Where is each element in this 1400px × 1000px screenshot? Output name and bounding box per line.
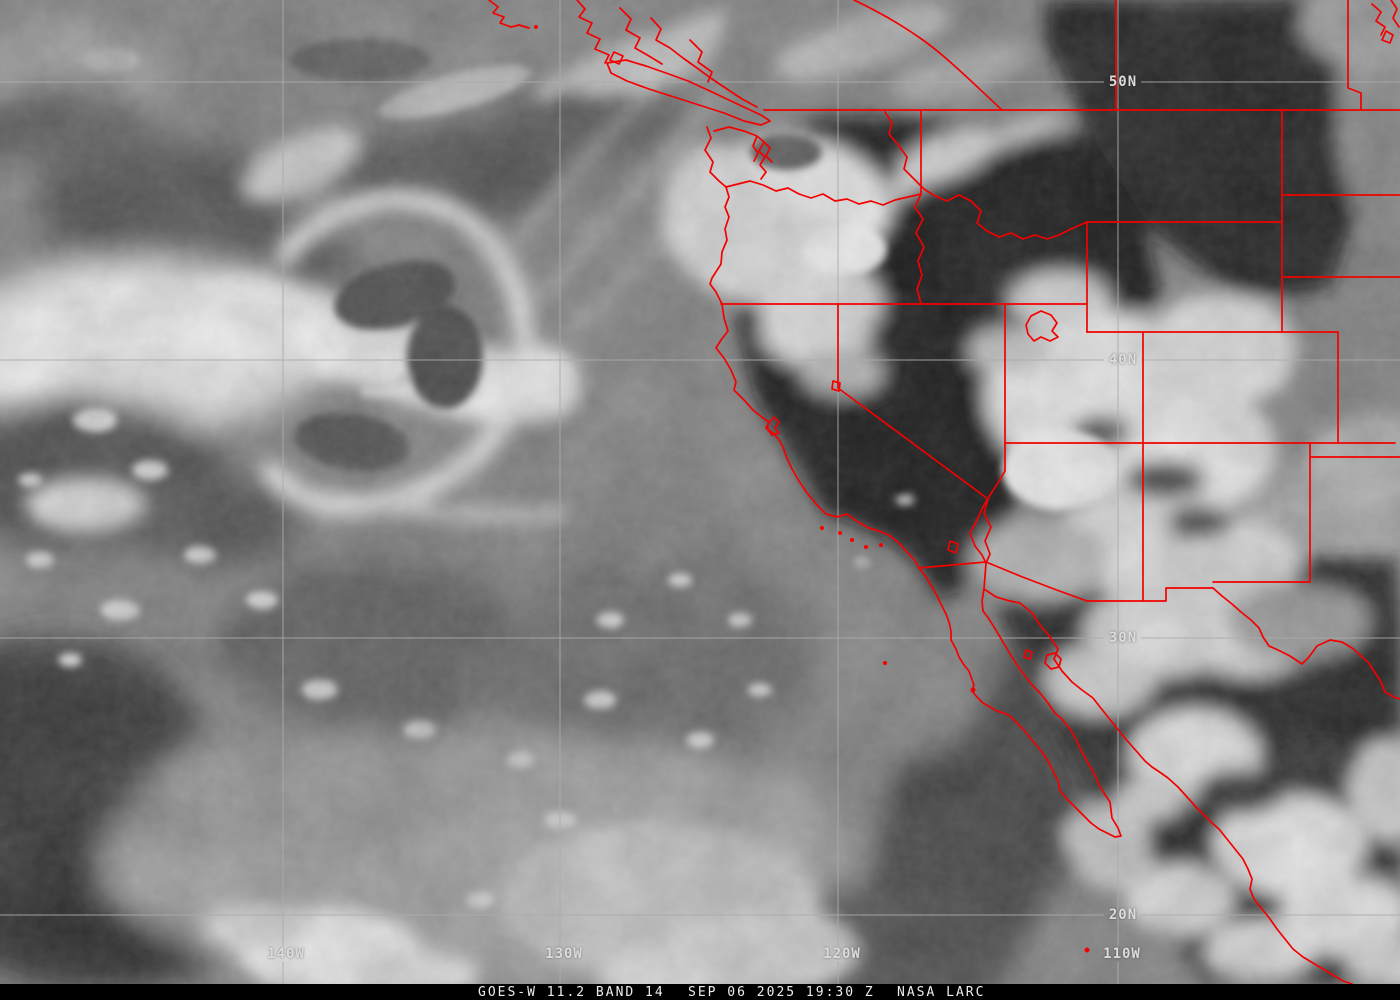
angel-island [1023, 649, 1033, 660]
haida-gwaii [488, 0, 530, 29]
great-salt-lake [1025, 310, 1059, 342]
state-boundaries-overlay [488, 0, 1400, 984]
rio-grande-border [1212, 587, 1400, 700]
puget-sound [713, 126, 773, 180]
tiburon-island [1044, 652, 1062, 670]
bc-fjord-coast-1 [576, 0, 610, 64]
bc-inlet [689, 39, 713, 83]
vancouver-island [606, 59, 771, 126]
columbia-river-border [725, 180, 922, 206]
sf-bay [767, 416, 780, 436]
lake-tahoe [831, 380, 841, 392]
bc-alberta-border [853, 0, 1003, 111]
saskatchewan-manitoba-border [1347, 0, 1362, 111]
caption-product: GOES-W 11.2 BAND 14 [478, 985, 665, 1000]
salton-sea [947, 540, 959, 554]
channel-island [879, 543, 883, 547]
channel-island [838, 531, 842, 535]
small-islands-overlay [534, 25, 1090, 953]
caption-bar: GOES-W 11.2 BAND 14 SEP 06 2025 19:30 Z … [0, 984, 1400, 1000]
bc-fjord-coast-2 [619, 7, 663, 65]
haida-islet [534, 25, 538, 29]
channel-island [850, 538, 854, 542]
bc-island [609, 51, 624, 65]
channel-island [820, 526, 824, 530]
us-mexico-border [918, 561, 1214, 602]
idaho-montana-border [884, 111, 1088, 240]
arizona-colorado-river-border [969, 442, 1006, 564]
pacific-coastline [704, 126, 920, 569]
mexico-mainland-coastline [983, 588, 1353, 984]
newmexico-texas-border [1212, 442, 1400, 583]
channel-island [864, 545, 868, 549]
baja-california-coastline [918, 562, 1122, 838]
california-nevada-border [837, 303, 992, 564]
guadalupe-island [883, 661, 887, 665]
caption-timestamp: SEP 06 2025 19:30 Z [688, 985, 875, 1000]
manitoba-lakes [1371, 0, 1400, 44]
bc-fjord-coast-3 [650, 17, 758, 108]
caption-credit: NASA LARC [897, 985, 986, 1000]
sinaloa-islet [1084, 947, 1090, 953]
cedros-island [970, 687, 976, 693]
snake-river-border [914, 193, 925, 305]
